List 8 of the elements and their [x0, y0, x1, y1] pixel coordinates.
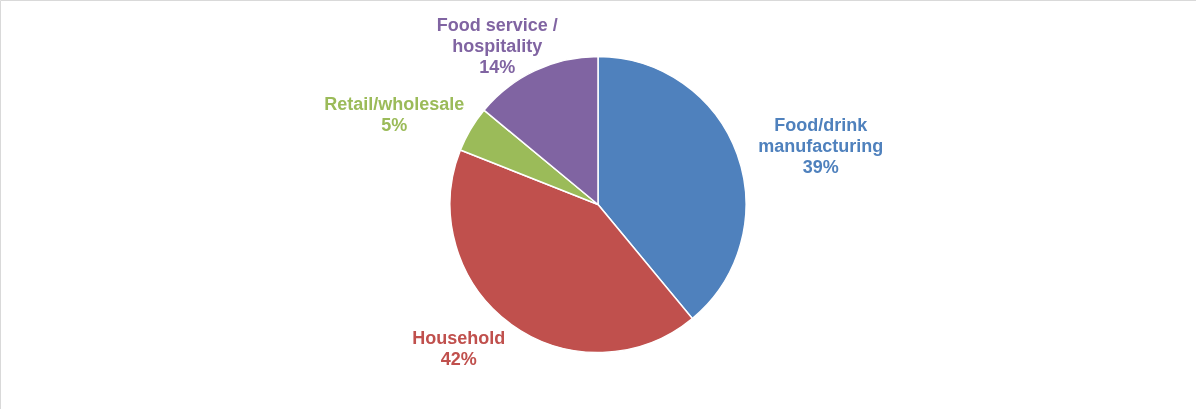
data-label: 42% [440, 349, 477, 370]
slice-label: Food/drink manufacturing [758, 115, 884, 157]
slice-label: Household [412, 328, 506, 349]
data-label: 39% [802, 157, 839, 178]
data-label: 5% [381, 115, 408, 136]
slice-label: Retail/wholesale [324, 94, 465, 115]
data-label: 14% [479, 56, 516, 77]
slice-label: Food service / hospitality [436, 14, 558, 56]
